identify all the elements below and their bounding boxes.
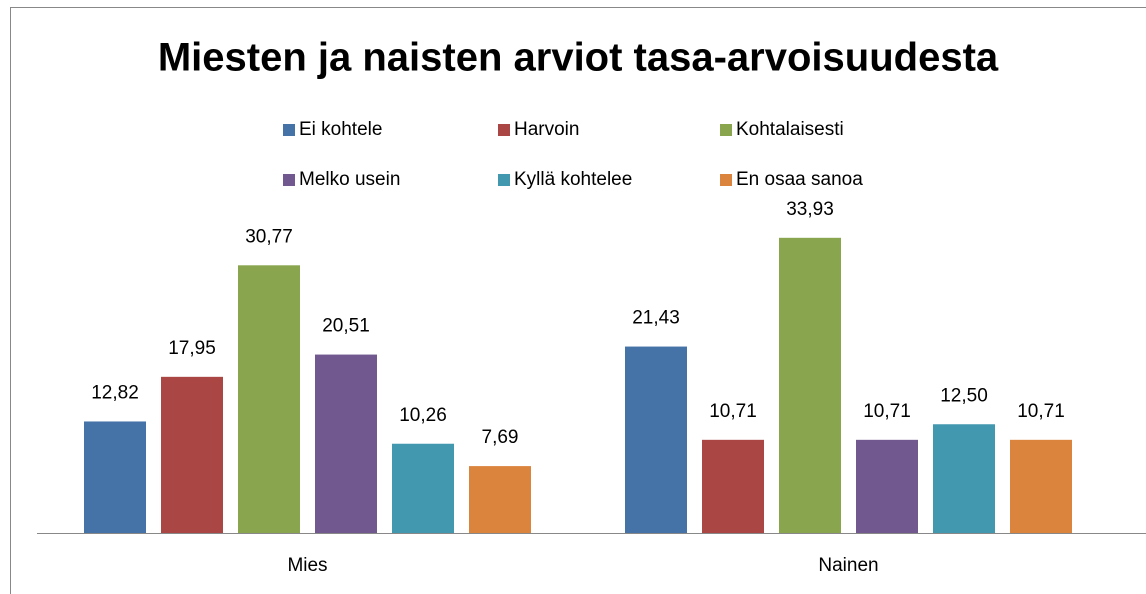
bar: [625, 346, 687, 533]
data-label: 30,77: [245, 226, 293, 247]
data-label: 10,71: [709, 401, 757, 422]
bar: [238, 265, 300, 533]
legend-label: En osaa sanoa: [736, 169, 863, 190]
legend-swatch: [498, 174, 510, 186]
bar: [84, 421, 146, 533]
legend-swatch: [720, 124, 732, 136]
bar: [315, 354, 377, 533]
x-tick-label: Mies: [287, 555, 327, 576]
legend-swatch: [498, 124, 510, 136]
bar: [469, 466, 531, 533]
bar: [779, 237, 841, 533]
x-tick-label: Nainen: [818, 555, 878, 576]
bar: [702, 439, 764, 533]
bar: [392, 443, 454, 533]
data-label: 21,43: [632, 308, 680, 329]
data-label: 10,71: [1017, 401, 1065, 422]
data-label: 12,82: [91, 382, 139, 403]
legend-label: Ei kohtele: [299, 119, 382, 140]
data-label: 33,93: [786, 199, 834, 220]
data-label: 7,69: [482, 427, 519, 448]
legend-swatch: [283, 174, 295, 186]
legend-label: Kohtalaisesti: [736, 119, 844, 140]
data-label: 12,50: [940, 385, 988, 406]
bar: [856, 439, 918, 533]
data-label: 10,26: [399, 405, 447, 426]
data-label: 10,71: [863, 401, 911, 422]
bar: [1010, 439, 1072, 533]
legend-label: Melko usein: [299, 169, 400, 190]
legend-swatch: [283, 124, 295, 136]
data-label: 17,95: [168, 338, 216, 359]
legend-label: Harvoin: [514, 119, 579, 140]
bar: [161, 376, 223, 533]
legend-label: Kyllä kohtelee: [514, 169, 632, 190]
chart-title: Miesten ja naisten arviot tasa-arvoisuud…: [158, 36, 999, 80]
bar: [933, 424, 995, 533]
data-label: 20,51: [322, 316, 370, 337]
legend-swatch: [720, 174, 732, 186]
